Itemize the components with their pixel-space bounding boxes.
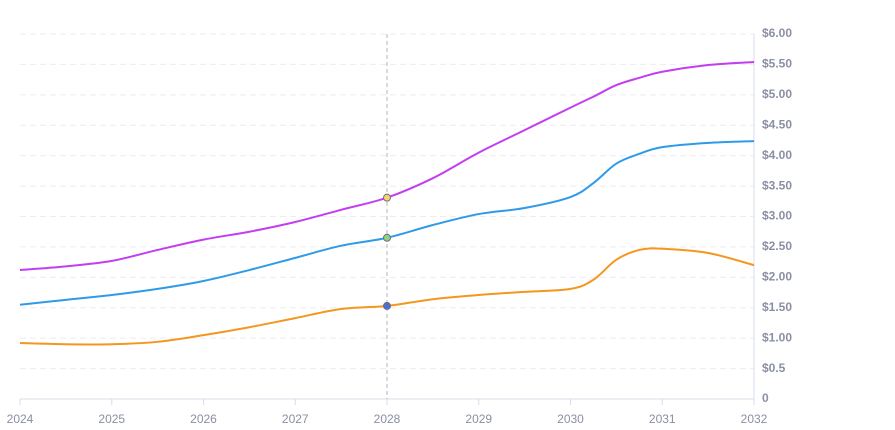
series-line (19, 140, 755, 306)
x-tick-label: 2026 (190, 412, 217, 426)
y-tick-label: $6.00 (762, 26, 792, 40)
y-tick-label: 0 (762, 391, 769, 405)
x-tick-label: 2030 (557, 412, 584, 426)
y-tick-label: $4.00 (762, 148, 792, 162)
x-tick-label: 2028 (374, 412, 401, 426)
y-tick-label: $0.5 (762, 361, 786, 375)
y-tick-label: $2.00 (762, 270, 792, 284)
hover-marker (383, 193, 391, 202)
y-tick-label: $4.50 (762, 117, 792, 131)
y-tick-label: $5.00 (762, 87, 792, 101)
series-line (19, 60, 755, 272)
hover-marker (383, 301, 391, 310)
y-tick-label: $5.50 (762, 57, 792, 71)
y-tick-label: $1.50 (762, 300, 792, 314)
x-tick-label: 2029 (465, 412, 492, 426)
series-line (19, 247, 755, 346)
x-tick-label: 2031 (649, 412, 676, 426)
y-tick-label: $3.00 (762, 209, 792, 223)
y-tick-label: $2.50 (762, 239, 792, 253)
x-tick-label: 2025 (98, 412, 125, 426)
y-tick-label: $3.50 (762, 178, 792, 192)
x-tick-label: 2032 (741, 412, 768, 426)
hover-marker (383, 233, 391, 242)
x-tick-label: 2027 (282, 412, 309, 426)
x-tick-label: 2024 (7, 412, 34, 426)
y-tick-label: $1.00 (762, 330, 792, 344)
